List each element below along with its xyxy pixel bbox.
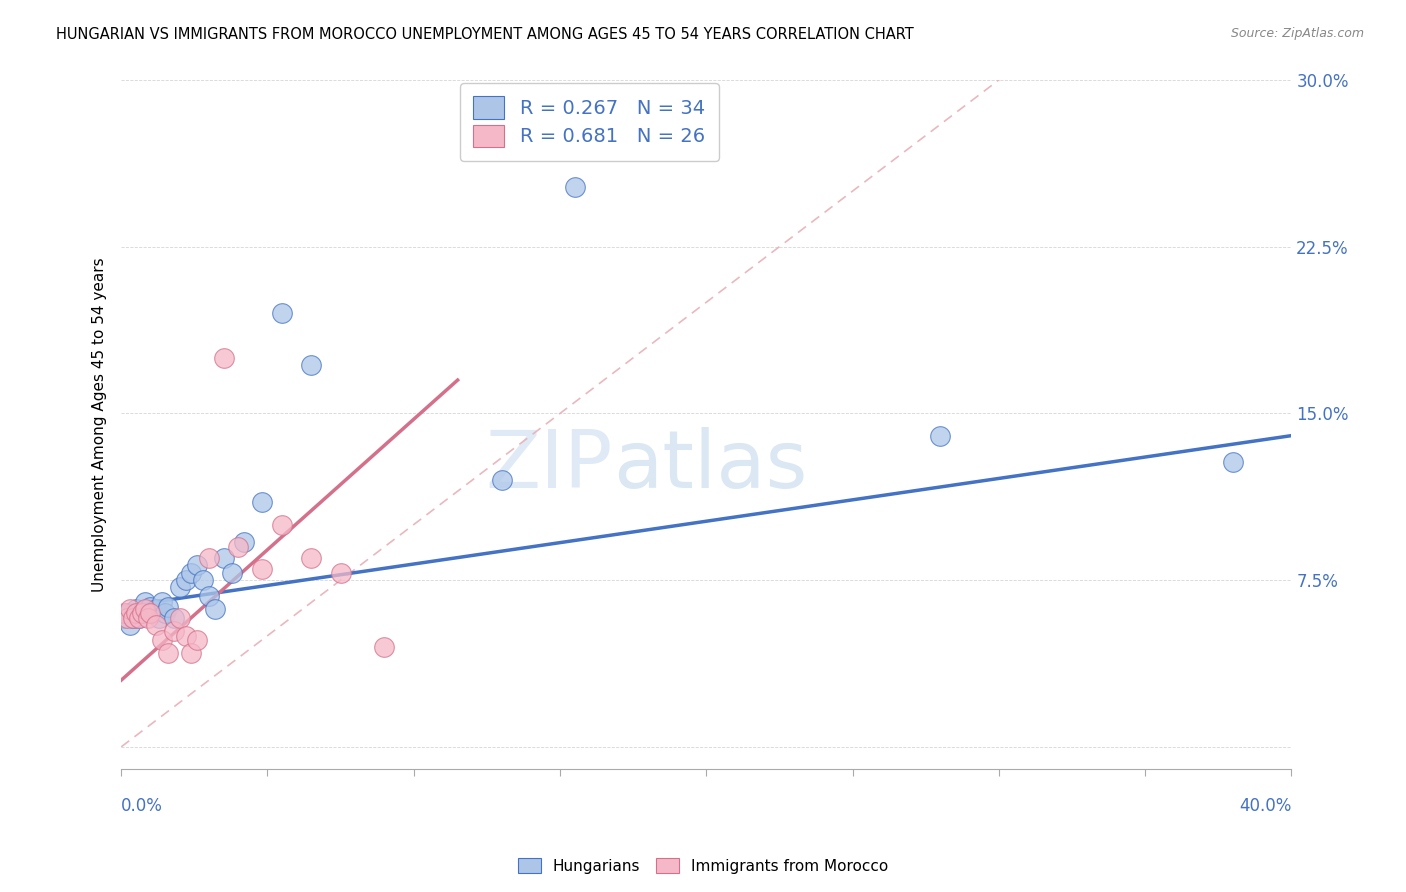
- Point: [299, 358, 322, 372]
- Point: [250, 562, 273, 576]
- Point: [373, 640, 395, 654]
- Point: [112, 607, 135, 621]
- Point: [157, 647, 180, 661]
- Point: [198, 589, 221, 603]
- Point: [134, 595, 156, 609]
- Point: [136, 607, 159, 621]
- Point: [564, 179, 586, 194]
- Point: [145, 617, 167, 632]
- Point: [271, 517, 294, 532]
- Point: [115, 607, 138, 621]
- Point: [122, 611, 145, 625]
- Point: [212, 550, 235, 565]
- Point: [163, 611, 186, 625]
- Point: [186, 633, 208, 648]
- Point: [226, 540, 249, 554]
- Point: [163, 624, 186, 639]
- Point: [118, 617, 141, 632]
- Point: [125, 607, 148, 621]
- Point: [122, 611, 145, 625]
- Point: [112, 611, 135, 625]
- Point: [136, 611, 159, 625]
- Point: [191, 573, 214, 587]
- Point: [150, 633, 173, 648]
- Point: [118, 602, 141, 616]
- Point: [139, 599, 162, 614]
- Point: [150, 595, 173, 609]
- Point: [250, 495, 273, 509]
- Legend: Hungarians, Immigrants from Morocco: Hungarians, Immigrants from Morocco: [512, 852, 894, 880]
- Point: [128, 611, 150, 625]
- Point: [929, 428, 952, 442]
- Point: [142, 607, 165, 621]
- Point: [198, 550, 221, 565]
- Point: [131, 607, 153, 621]
- Point: [169, 611, 191, 625]
- Text: ZIP: ZIP: [485, 427, 613, 505]
- Point: [174, 573, 197, 587]
- Point: [131, 607, 153, 621]
- Legend: R = 0.267   N = 34, R = 0.681   N = 26: R = 0.267 N = 34, R = 0.681 N = 26: [460, 83, 718, 161]
- Point: [233, 535, 256, 549]
- Point: [153, 607, 176, 621]
- Point: [212, 351, 235, 365]
- Point: [180, 566, 202, 581]
- Point: [180, 647, 202, 661]
- Text: atlas: atlas: [613, 427, 807, 505]
- Point: [174, 629, 197, 643]
- Text: 0.0%: 0.0%: [121, 797, 163, 814]
- Point: [125, 602, 148, 616]
- Point: [491, 473, 513, 487]
- Point: [139, 607, 162, 621]
- Point: [145, 602, 167, 616]
- Point: [1222, 455, 1244, 469]
- Point: [148, 611, 170, 625]
- Point: [115, 611, 138, 625]
- Point: [157, 599, 180, 614]
- Point: [271, 306, 294, 320]
- Text: HUNGARIAN VS IMMIGRANTS FROM MOROCCO UNEMPLOYMENT AMONG AGES 45 TO 54 YEARS CORR: HUNGARIAN VS IMMIGRANTS FROM MOROCCO UNE…: [56, 27, 914, 42]
- Y-axis label: Unemployment Among Ages 45 to 54 years: Unemployment Among Ages 45 to 54 years: [93, 257, 107, 592]
- Point: [221, 566, 243, 581]
- Point: [299, 550, 322, 565]
- Text: 40.0%: 40.0%: [1239, 797, 1291, 814]
- Point: [169, 580, 191, 594]
- Point: [134, 602, 156, 616]
- Point: [128, 611, 150, 625]
- Point: [204, 602, 226, 616]
- Point: [186, 558, 208, 572]
- Point: [329, 566, 352, 581]
- Text: Source: ZipAtlas.com: Source: ZipAtlas.com: [1230, 27, 1364, 40]
